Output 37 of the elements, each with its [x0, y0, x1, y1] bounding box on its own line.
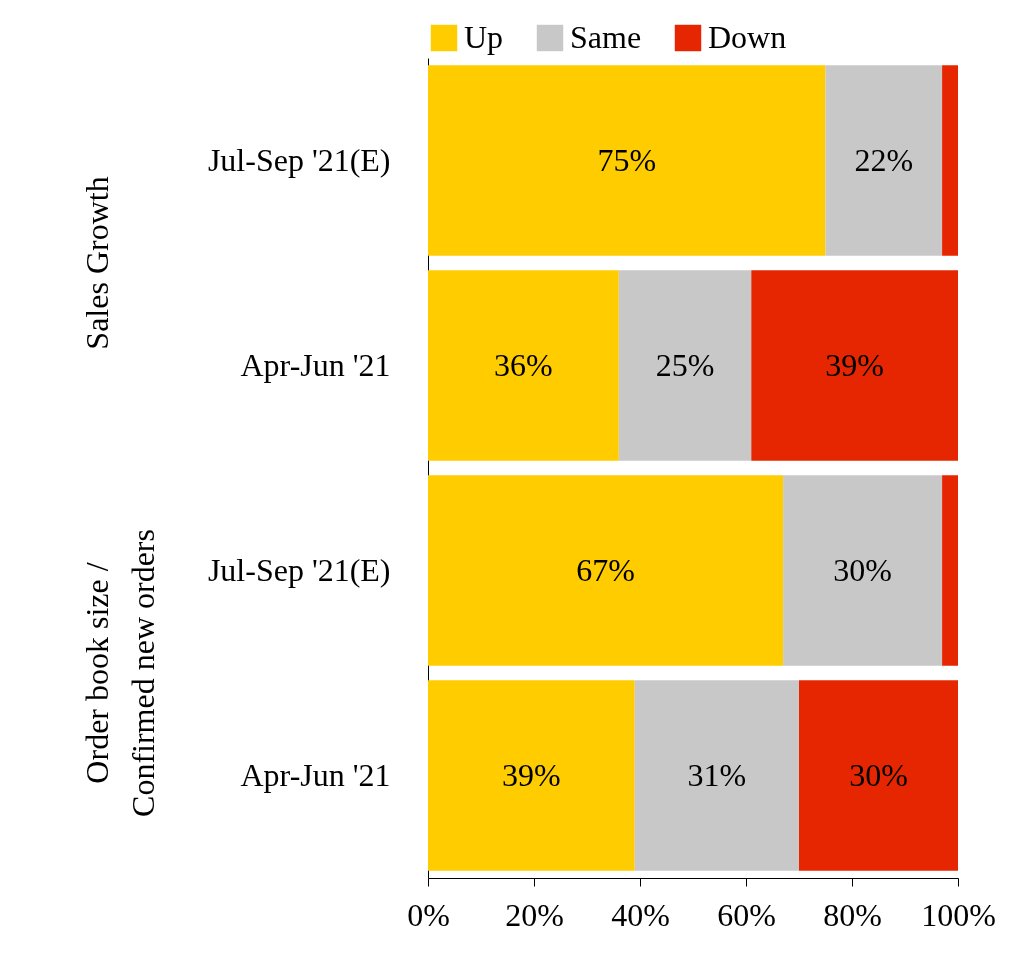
x-tick-label: 60%	[717, 896, 776, 933]
y-tick-label: Apr-Jun '21	[240, 756, 391, 793]
data-label: 31%	[687, 756, 747, 793]
y-tick-label: Jul-Sep '21(E)	[207, 551, 391, 588]
data-label: 67%	[576, 551, 635, 588]
bar	[618, 270, 752, 461]
data-label: 39%	[502, 756, 561, 793]
data-label: 75%	[597, 141, 657, 178]
x-tick-label: 0%	[407, 896, 450, 933]
data-label: 22%	[854, 141, 914, 178]
legend-label: Up	[464, 19, 504, 55]
bar	[428, 475, 784, 666]
x-tick-label: 20%	[505, 896, 564, 933]
x-tick-label: 40%	[611, 896, 670, 933]
bar	[428, 680, 635, 871]
bar	[751, 270, 958, 461]
text: Sales Growth	[79, 176, 115, 350]
y-tick-label: Apr-Jun '21	[240, 346, 391, 383]
y-tick-label: Jul-Sep '21(E)	[207, 141, 391, 178]
bar	[783, 475, 943, 666]
text: Order book size / Confirmed new orders	[79, 529, 161, 817]
bar	[799, 680, 958, 871]
data-label: 30%	[849, 756, 908, 793]
data-label: 25%	[655, 346, 715, 383]
data-label: 39%	[825, 346, 884, 383]
bar	[825, 65, 943, 256]
data-label: 36%	[494, 346, 553, 383]
legend-label: Down	[708, 19, 787, 55]
x-tick-label: 100%	[921, 896, 996, 933]
data-label: 30%	[833, 551, 892, 588]
legend-label: Same	[570, 19, 642, 55]
x-tick-label: 80%	[823, 896, 882, 933]
bar	[428, 65, 826, 256]
bar	[428, 270, 619, 461]
bar	[942, 65, 958, 256]
bar	[634, 680, 799, 871]
bar	[942, 475, 958, 666]
